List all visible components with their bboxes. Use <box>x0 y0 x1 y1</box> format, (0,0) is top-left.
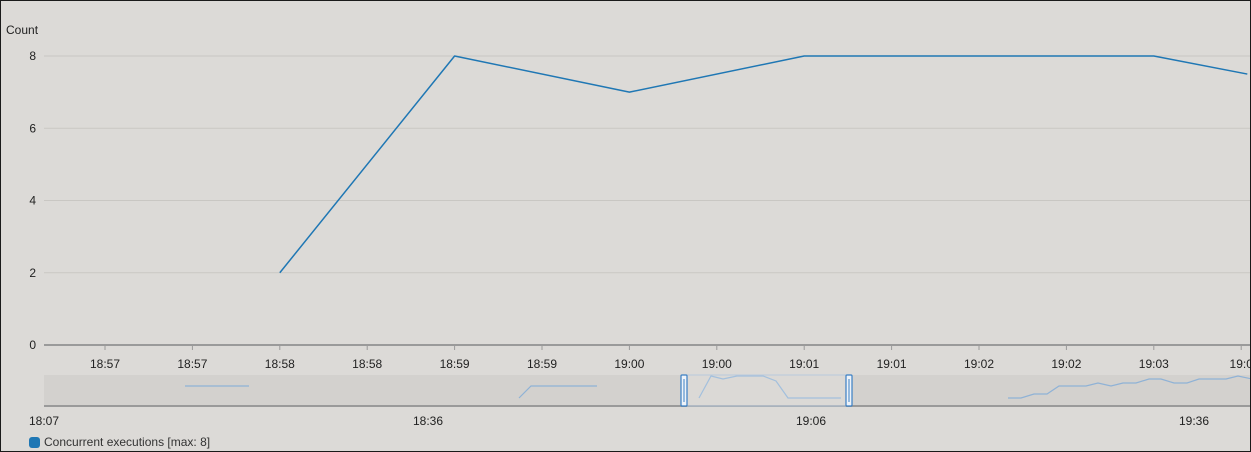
y-tick-label: 0 <box>29 338 36 352</box>
x-tick-label: 18:58 <box>265 357 295 371</box>
legend-label: Concurrent executions [max: 8] <box>44 435 211 449</box>
y-tick-label: 4 <box>29 194 36 208</box>
legend[interactable]: Concurrent executions [max: 8] <box>29 435 210 449</box>
legend-swatch <box>29 436 40 448</box>
x-tick-label: 19:00 <box>614 357 644 371</box>
x-tick-label: 18:59 <box>440 357 470 371</box>
time-range-navigator[interactable] <box>44 374 1251 407</box>
x-tick-label: 18:57 <box>90 357 120 371</box>
navigator-series-line <box>698 375 841 399</box>
y-tick-label: 6 <box>29 121 36 135</box>
x-tick-label: 18:57 <box>177 357 207 371</box>
navigator-series-line <box>518 385 597 399</box>
navigator-time-label: 19:36 <box>1179 414 1209 428</box>
navigator-selection[interactable] <box>684 374 850 407</box>
x-tick-label: 19:03 <box>1139 357 1169 371</box>
x-tick-label: 19:0 <box>1230 357 1251 371</box>
x-tick-label: 18:59 <box>527 357 557 371</box>
x-tick-label: 19:01 <box>877 357 907 371</box>
navigator-time-label: 19:06 <box>796 414 826 428</box>
x-tick-label: 19:02 <box>1051 357 1081 371</box>
navigator-background <box>44 375 1250 406</box>
x-tick-label: 19:01 <box>789 357 819 371</box>
navigator-time-label: 18:07 <box>29 414 59 428</box>
x-tick-label: 18:58 <box>352 357 382 371</box>
navigator-series-line <box>1008 375 1250 399</box>
y-axis-label: Count <box>6 23 39 37</box>
x-tick-label: 19:00 <box>702 357 732 371</box>
series-line <box>279 55 1248 274</box>
y-tick-label: 2 <box>29 266 36 280</box>
x-tick-label: 19:02 <box>964 357 994 371</box>
navigator-time-label: 18:36 <box>413 414 443 428</box>
y-tick-label: 8 <box>29 49 36 63</box>
